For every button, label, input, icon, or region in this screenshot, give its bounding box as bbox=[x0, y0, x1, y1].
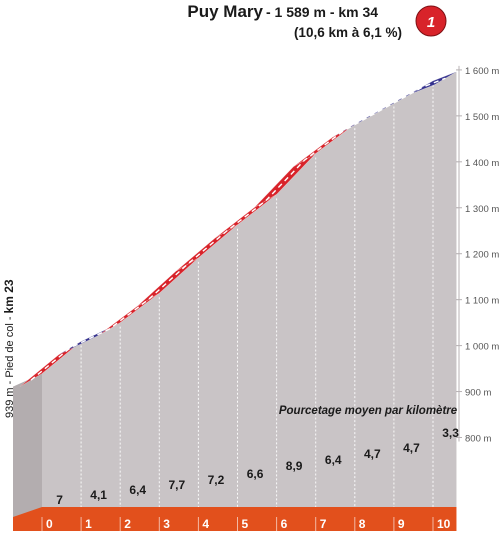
col-title: Puy Mary bbox=[187, 2, 263, 21]
gradient-label: 6,6 bbox=[247, 467, 264, 481]
km-bar: 0 1 2 3 4 5 6 7 8 9 10 bbox=[13, 507, 457, 531]
km-label: 9 bbox=[398, 517, 405, 531]
foot-of-climb-km: km 23 bbox=[2, 279, 16, 313]
y-axis-tick-label: 1 500 m bbox=[465, 112, 499, 123]
km-bar-face bbox=[13, 517, 457, 531]
category-badge: 1 bbox=[415, 5, 447, 37]
gradient-label: 4,7 bbox=[364, 447, 381, 461]
gradient-label: 6,4 bbox=[129, 483, 146, 497]
gradient-label: 7,7 bbox=[169, 478, 186, 492]
col-name: Puy Mary bbox=[187, 2, 263, 21]
km-label: 1 bbox=[85, 517, 92, 531]
y-axis-tick-label: 1 100 m bbox=[465, 296, 499, 307]
road-centerline bbox=[30, 77, 446, 381]
gradient-label: 8,9 bbox=[286, 459, 303, 473]
gradient-label: 7 bbox=[56, 493, 63, 507]
category-badge-circle bbox=[415, 5, 447, 37]
km-label: 4 bbox=[202, 517, 209, 531]
km-label: 10 bbox=[437, 517, 451, 531]
y-axis-tick-label: 1 300 m bbox=[465, 204, 499, 215]
foot-of-climb-label: 939 m - Pied de col - km 23 bbox=[2, 279, 16, 418]
km-label: 7 bbox=[320, 517, 327, 531]
foot-of-climb-altitude: 939 m - Pied de col - bbox=[4, 313, 16, 418]
gradient-label: 3,3 bbox=[442, 426, 459, 440]
col-stats: (10,6 km à 6,1 %) bbox=[294, 25, 402, 40]
terrain-face bbox=[42, 71, 457, 507]
km-label: 6 bbox=[281, 517, 288, 531]
gradient-label: 4,7 bbox=[403, 441, 420, 455]
legend-text: Pourcetage moyen par kilomètre bbox=[279, 405, 458, 417]
road-layer bbox=[19, 71, 457, 387]
gradient-label: 6,4 bbox=[325, 453, 342, 467]
y-axis-tick-label: 1 400 m bbox=[465, 158, 499, 169]
y-axis-tick-label: 1 200 m bbox=[465, 250, 499, 261]
y-axis: 800 m 900 m 1 000 m 1 100 m 1 200 m 1 300 m 1 … bbox=[456, 65, 499, 445]
category-badge-number: 1 bbox=[427, 14, 435, 31]
gradient-label: 7,2 bbox=[208, 473, 225, 487]
km-label: 5 bbox=[242, 517, 249, 531]
km-label: 0 bbox=[46, 517, 53, 531]
km-label: 2 bbox=[124, 517, 131, 531]
y-axis-tick-label: 1 600 m bbox=[465, 66, 499, 77]
gradient-label: 4,1 bbox=[90, 488, 107, 502]
gradient-labels: 7 4,1 6,4 7,7 7,2 6,6 8,9 6,4 4,7 4,7 3,3 bbox=[56, 426, 459, 507]
terrain-layer bbox=[13, 71, 457, 517]
y-axis-tick-label: 1 000 m bbox=[465, 342, 499, 353]
km-label: 8 bbox=[359, 517, 366, 531]
y-axis-tick-label: 800 m bbox=[465, 434, 491, 445]
col-details: - 1 589 m - km 34 bbox=[266, 4, 378, 20]
km-label: 3 bbox=[163, 517, 170, 531]
terrain-side-wall bbox=[13, 373, 42, 517]
y-axis-tick-label: 900 m bbox=[465, 388, 491, 399]
